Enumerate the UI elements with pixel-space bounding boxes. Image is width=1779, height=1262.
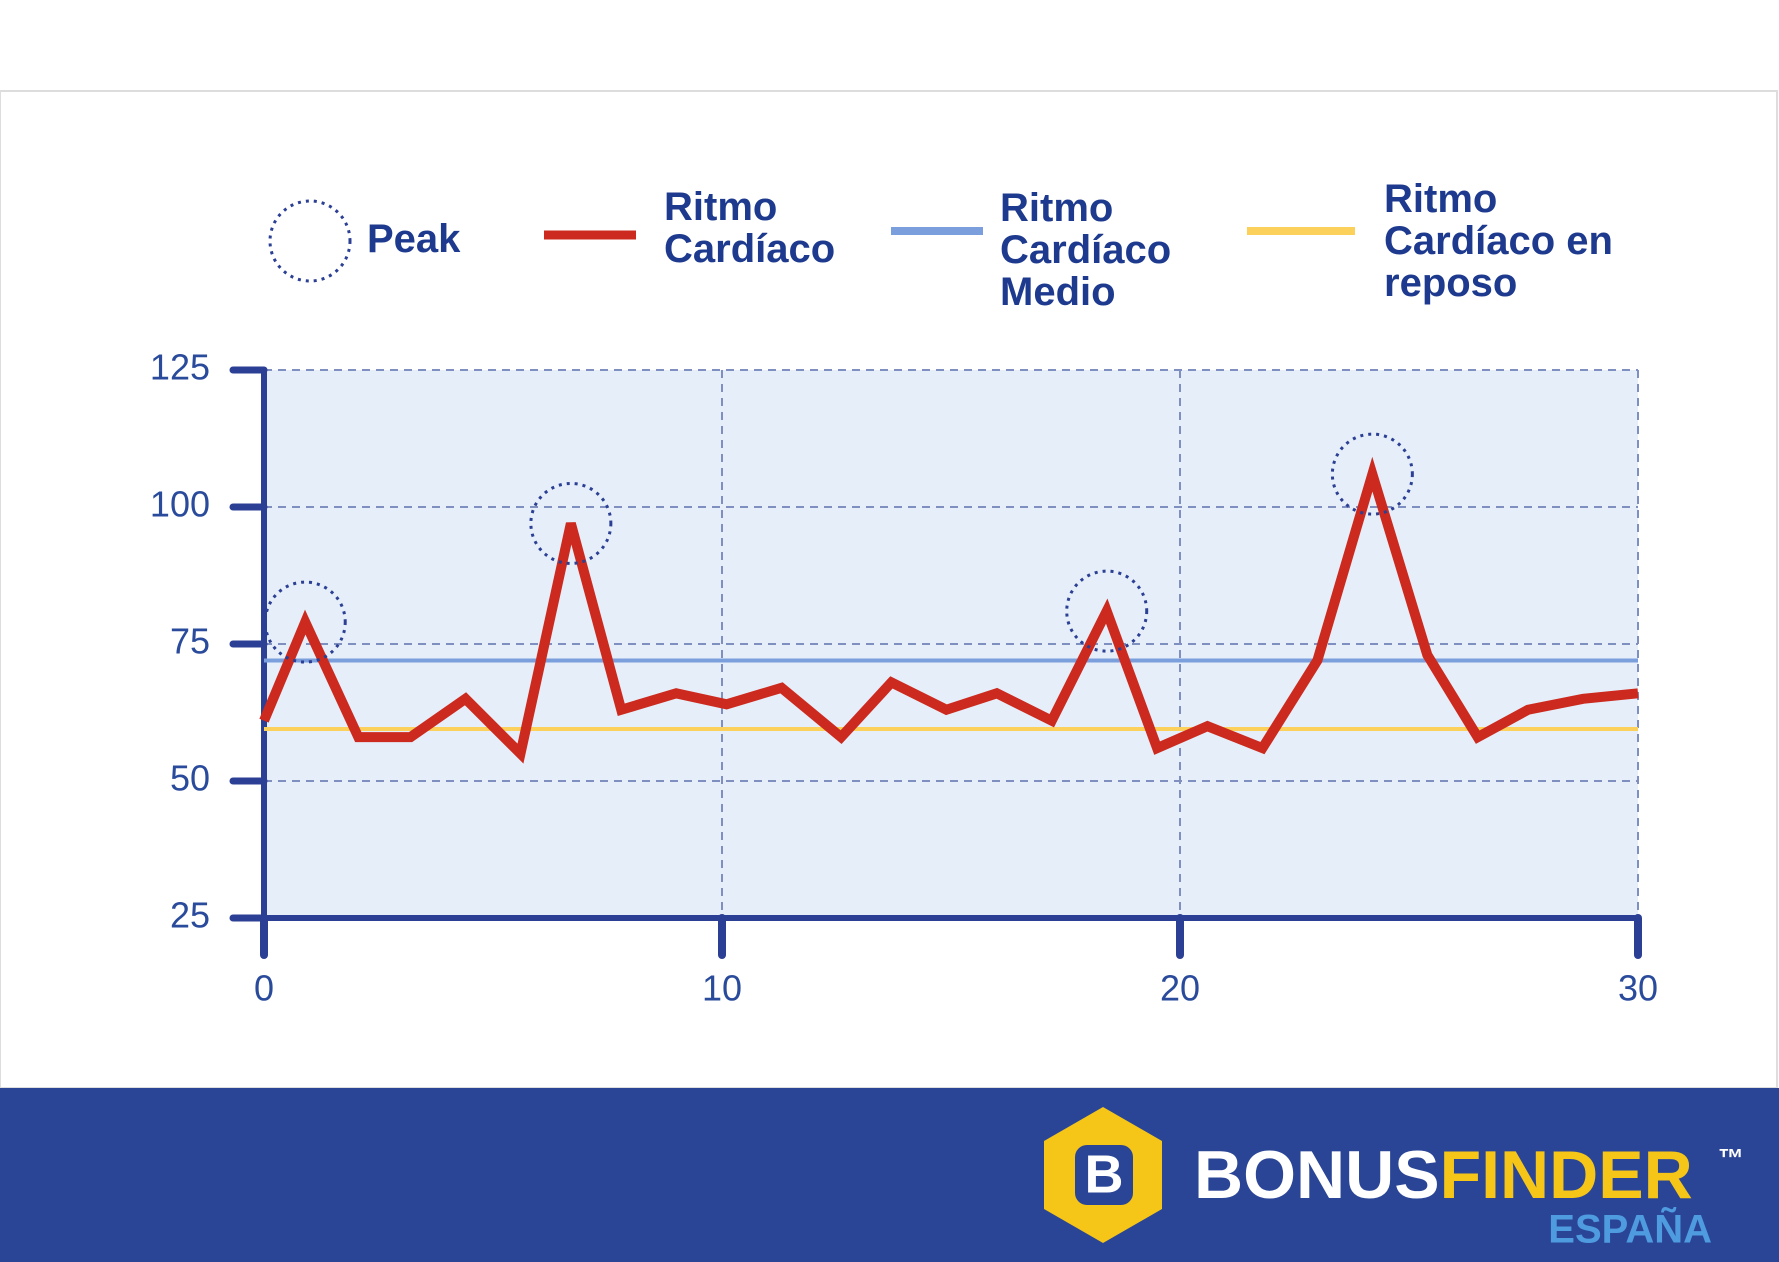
- peak-marker: [529, 481, 613, 565]
- legend-swatch: [268, 199, 352, 283]
- y-tick-label: 100: [150, 484, 210, 525]
- legend-label: Peak: [367, 217, 461, 261]
- x-tick-label: 10: [702, 968, 742, 1009]
- region: ESPAÑA: [1548, 1206, 1712, 1252]
- logo-letter: B: [1085, 1144, 1124, 1204]
- legend-label: Ritmo Cardíaco en reposo: [1384, 177, 1613, 305]
- brand-1: BONUS: [1194, 1137, 1440, 1213]
- peak-marker: [1330, 432, 1414, 516]
- logo-badge: [1075, 1145, 1133, 1205]
- x-tick-label: 0: [254, 968, 274, 1009]
- brand: BONUSFINDER: [1194, 1137, 1693, 1213]
- x-tick-label: 20: [1160, 968, 1200, 1009]
- legend-label: Ritmo Cardíaco: [664, 185, 836, 271]
- y-tick-label: 75: [170, 621, 210, 662]
- series-line: [259, 456, 1639, 764]
- x-tick-label: 30: [1618, 968, 1658, 1009]
- y-tick-label: 50: [170, 758, 210, 799]
- peak-marker: [263, 580, 347, 664]
- legend-label: Ritmo Cardíaco Medio: [1000, 186, 1172, 314]
- brand-2: FINDER: [1440, 1137, 1693, 1213]
- y-tick-label: 125: [150, 347, 210, 388]
- trademark: ™: [1718, 1143, 1744, 1173]
- peak-marker: [1065, 569, 1149, 653]
- footer-band: [0, 1088, 1779, 1262]
- y-tick-label: 25: [170, 895, 210, 936]
